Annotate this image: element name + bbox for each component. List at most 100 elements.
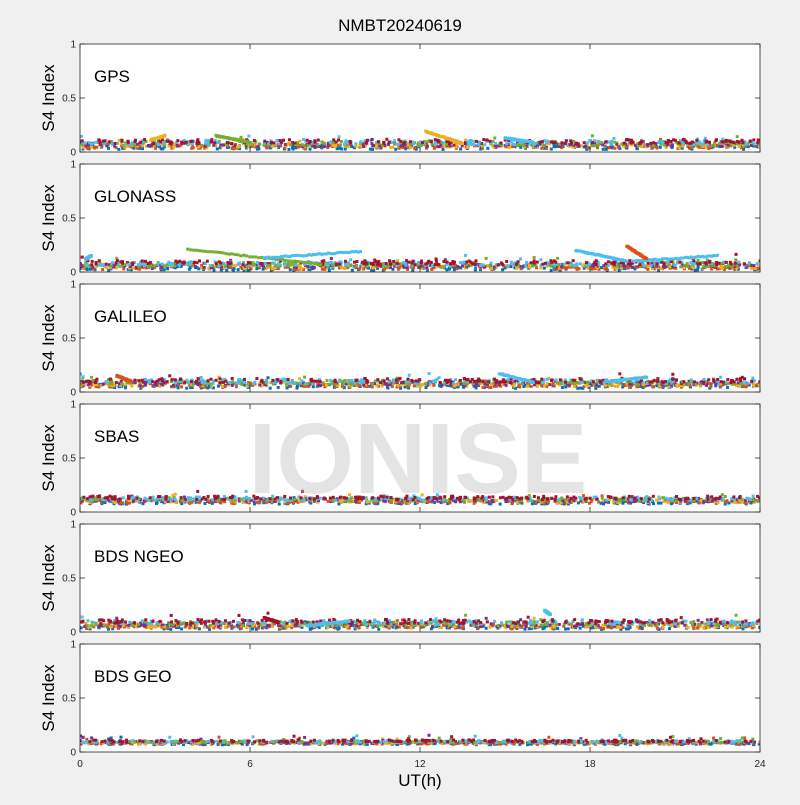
data-point	[459, 379, 462, 382]
data-point	[344, 263, 347, 266]
data-point	[142, 381, 145, 384]
data-point	[734, 258, 737, 261]
data-point	[439, 143, 442, 146]
data-point	[270, 141, 273, 144]
data-point	[716, 144, 719, 147]
data-point	[408, 374, 411, 377]
data-point	[234, 253, 237, 256]
data-point	[253, 381, 256, 384]
data-point	[215, 379, 218, 382]
data-point	[90, 254, 93, 257]
data-point	[335, 263, 338, 266]
data-point	[693, 380, 696, 383]
data-point	[356, 379, 359, 382]
data-point	[453, 261, 456, 264]
data-point	[739, 377, 742, 380]
panel-label: GLONASS	[94, 187, 176, 206]
data-point	[132, 266, 135, 269]
data-point	[228, 253, 231, 256]
data-point	[698, 141, 701, 144]
data-point	[327, 144, 330, 147]
data-point	[284, 143, 287, 146]
data-point	[328, 269, 331, 272]
data-point	[546, 141, 549, 144]
data-point	[737, 385, 740, 388]
data-point	[189, 260, 192, 263]
data-point	[536, 261, 539, 264]
data-point	[293, 382, 296, 385]
data-point	[178, 264, 181, 267]
data-point	[396, 384, 399, 387]
data-point	[205, 141, 208, 144]
data-point	[572, 259, 575, 262]
data-point	[656, 380, 659, 383]
data-point	[524, 264, 527, 267]
data-point	[746, 382, 749, 385]
data-point	[725, 261, 728, 264]
data-point	[385, 262, 388, 265]
data-point	[402, 381, 405, 384]
data-point	[174, 260, 177, 263]
data-point	[248, 255, 251, 258]
data-point	[526, 385, 529, 388]
data-point	[510, 261, 513, 264]
data-point	[625, 260, 628, 263]
data-point	[322, 381, 325, 384]
data-point	[168, 263, 171, 266]
data-point	[429, 381, 432, 384]
data-point	[377, 140, 380, 143]
data-point	[720, 145, 723, 148]
data-point	[646, 382, 649, 385]
data-point	[309, 140, 312, 143]
data-point	[671, 377, 674, 380]
data-point	[156, 380, 159, 383]
data-point	[197, 267, 200, 270]
data-point	[683, 264, 686, 267]
data-point	[338, 380, 341, 383]
data-point	[371, 385, 374, 388]
data-point	[613, 141, 616, 144]
data-point	[432, 380, 435, 383]
data-point	[388, 141, 391, 144]
data-point	[734, 501, 737, 504]
data-point	[279, 139, 282, 142]
data-point	[307, 262, 310, 265]
data-point	[392, 260, 395, 263]
data-point	[456, 265, 459, 268]
data-point	[302, 138, 305, 141]
data-point	[358, 267, 361, 270]
data-point	[111, 143, 114, 146]
data-point	[242, 254, 245, 257]
data-point	[366, 139, 369, 142]
data-point	[386, 377, 389, 380]
data-point	[330, 257, 333, 260]
data-point	[239, 254, 242, 257]
data-point	[102, 383, 105, 386]
data-point	[753, 142, 756, 145]
data-point	[198, 142, 201, 145]
data-point	[111, 381, 114, 384]
data-point	[211, 382, 214, 385]
data-point	[108, 140, 111, 143]
data-point	[474, 268, 477, 271]
data-point	[712, 379, 715, 382]
data-point	[445, 140, 448, 143]
data-point	[697, 263, 700, 266]
data-point	[605, 148, 608, 151]
data-point	[719, 376, 722, 379]
data-point	[481, 386, 484, 389]
data-point	[325, 384, 328, 387]
data-point	[359, 250, 362, 253]
data-point	[340, 140, 343, 143]
data-point	[247, 382, 250, 385]
data-point	[399, 377, 402, 380]
data-point	[652, 141, 655, 144]
data-point	[320, 140, 323, 143]
data-point	[144, 384, 147, 387]
data-point	[554, 141, 557, 144]
data-point	[195, 261, 198, 264]
data-point	[757, 138, 760, 141]
data-point	[388, 381, 391, 384]
data-point	[581, 264, 584, 267]
data-point	[383, 379, 386, 382]
